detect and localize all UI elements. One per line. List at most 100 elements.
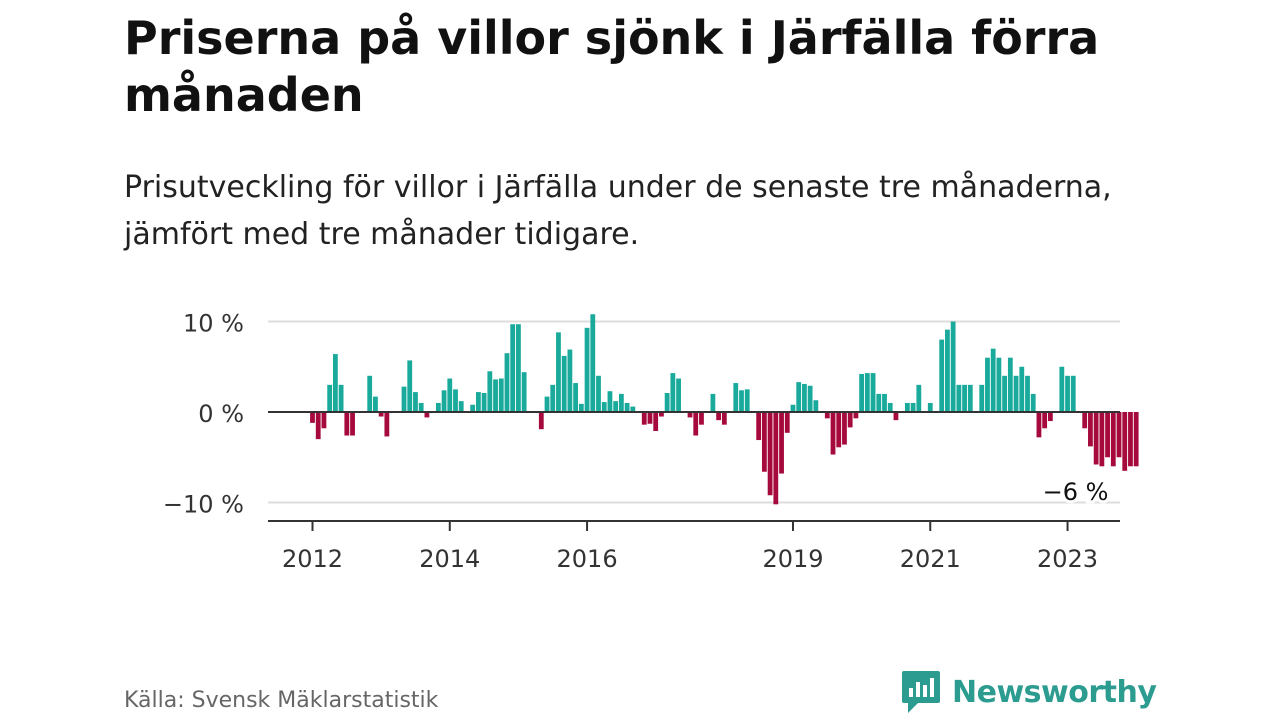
- bar: [927, 402, 933, 412]
- bar: [779, 412, 784, 474]
- bar: [676, 378, 681, 412]
- bar: [979, 384, 985, 412]
- bar: [435, 402, 441, 412]
- bar: [447, 378, 453, 412]
- y-tick-label: 0 %: [198, 400, 244, 428]
- bar: [842, 412, 847, 445]
- bar: [373, 396, 378, 412]
- bar: [624, 402, 630, 412]
- bar: [498, 378, 504, 412]
- bar: [807, 385, 813, 412]
- bar: [1013, 375, 1019, 412]
- bar: [824, 412, 830, 419]
- bar: [985, 357, 990, 412]
- bar: [567, 349, 573, 412]
- bar: [847, 412, 853, 428]
- bar: [1122, 412, 1128, 471]
- bar: [453, 389, 458, 412]
- bar: [596, 375, 601, 412]
- bar: [487, 371, 493, 412]
- bar: [573, 383, 579, 412]
- bar: [721, 412, 727, 425]
- bar: [939, 339, 945, 412]
- bar: [1133, 412, 1139, 467]
- bar: [882, 393, 887, 412]
- bar: [401, 386, 407, 412]
- bar: [1030, 393, 1036, 412]
- x-tick-label: 2014: [419, 545, 480, 573]
- bar: [659, 412, 664, 417]
- bar: [407, 360, 413, 412]
- bar: [962, 384, 967, 412]
- bar: [384, 412, 390, 437]
- grid-layer: [268, 320, 1120, 504]
- bar: [716, 412, 722, 421]
- chart-title: Priserna på villor sjönk i Järfälla förr…: [124, 11, 1100, 122]
- bar: [1070, 375, 1076, 412]
- bar: [1025, 375, 1030, 412]
- bar: [653, 412, 659, 432]
- bar: [504, 353, 510, 412]
- bar: [413, 392, 418, 412]
- bar: [1128, 412, 1133, 467]
- bar: [904, 402, 910, 412]
- bar: [418, 402, 424, 412]
- bar: [836, 412, 842, 448]
- bar: [458, 401, 464, 412]
- bar: [1105, 412, 1110, 458]
- bar: [733, 383, 739, 412]
- brand-name: Newsworthy: [952, 674, 1157, 710]
- bar: [1002, 375, 1008, 412]
- bar: [859, 373, 865, 412]
- bar: [990, 348, 996, 412]
- bar: [344, 412, 350, 436]
- bar: [876, 393, 882, 412]
- newsworthy-logo-icon: [902, 671, 940, 713]
- bar: [1019, 366, 1025, 412]
- bar: [584, 327, 590, 412]
- bar: [699, 412, 704, 425]
- bar: [367, 375, 373, 412]
- bar: [327, 384, 333, 412]
- x-tick-label: 2012: [282, 545, 343, 573]
- bar: [956, 384, 962, 412]
- bar: [1036, 412, 1042, 438]
- bar: [916, 384, 922, 412]
- bar: [470, 404, 476, 412]
- bar: [481, 392, 487, 412]
- bar: [601, 402, 607, 412]
- bar: [830, 412, 836, 455]
- bar: [310, 412, 315, 423]
- bar: [945, 329, 950, 412]
- bar: [550, 384, 556, 412]
- bar: [1116, 412, 1122, 458]
- last-value-label: −6 %: [1043, 478, 1109, 506]
- bar: [796, 382, 802, 412]
- bar: [790, 404, 796, 412]
- bar: [338, 384, 344, 412]
- bar: [618, 393, 624, 412]
- bar: [802, 383, 807, 412]
- x-tick-label: 2023: [1037, 545, 1098, 573]
- bar: [1059, 366, 1065, 412]
- bar: [493, 379, 498, 412]
- bar: [1088, 412, 1093, 447]
- bar: [647, 412, 653, 424]
- axis-layer: [268, 411, 1120, 531]
- bar: [813, 400, 819, 412]
- bar: [761, 412, 767, 472]
- bar: [1042, 412, 1048, 429]
- bar: [1110, 412, 1116, 467]
- bar: [767, 412, 773, 496]
- bar: [710, 393, 716, 412]
- bar: [687, 412, 693, 418]
- bar: [739, 390, 744, 412]
- bar: [424, 412, 430, 418]
- bar: [784, 412, 790, 433]
- bar: [561, 355, 567, 412]
- label-layer: 10 % 0 % −10 % 2012 2014 2016 2019 2021 2023 −6 %: [163, 310, 1112, 574]
- bar: [441, 390, 447, 412]
- bar: [670, 373, 676, 412]
- bar: [887, 402, 893, 412]
- bar: [693, 412, 699, 436]
